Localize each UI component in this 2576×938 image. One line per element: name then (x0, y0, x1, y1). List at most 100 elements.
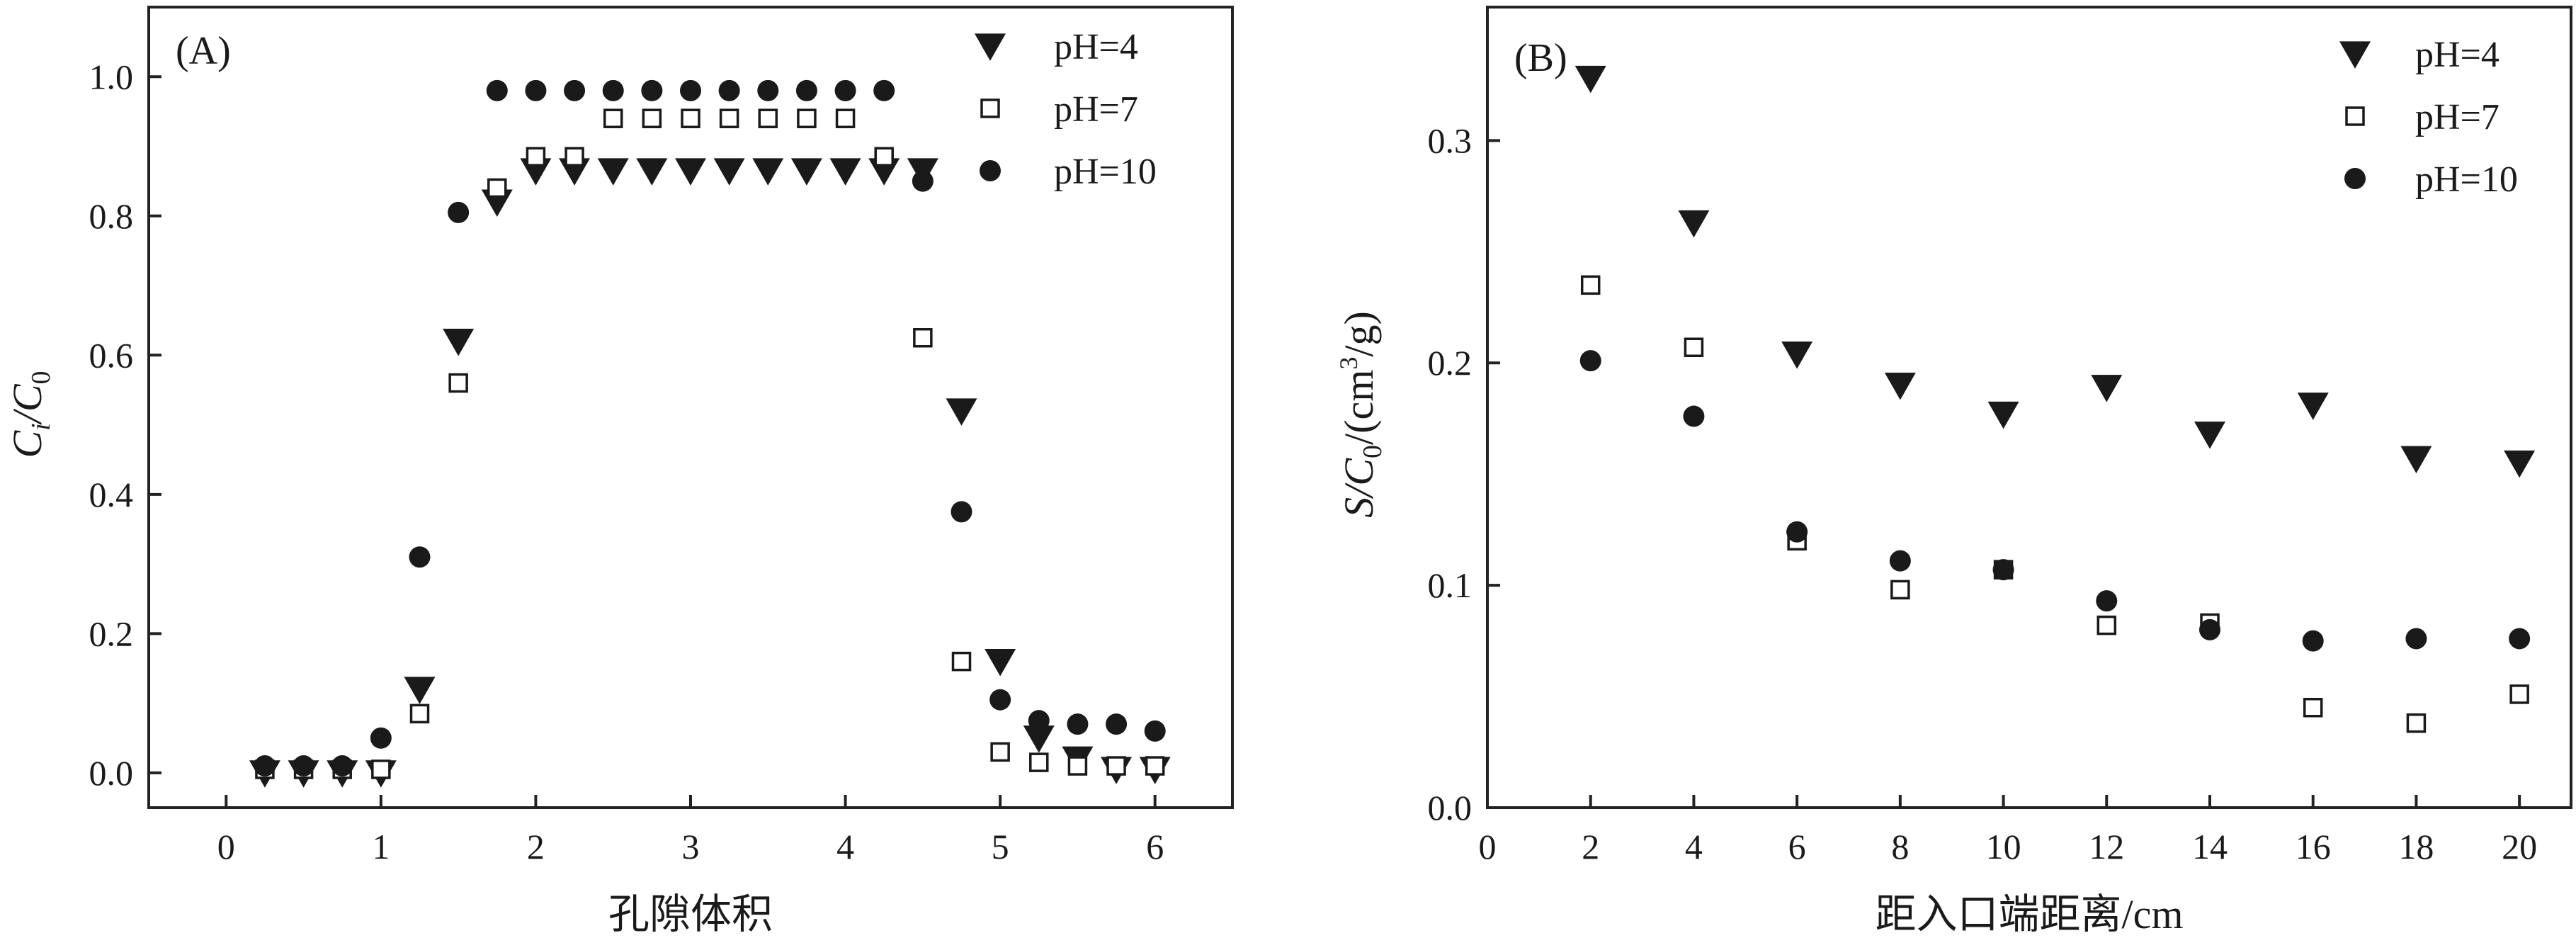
panel-b-point-circle (1683, 405, 1705, 427)
panel-a-x-tick-label: 5 (992, 827, 1009, 866)
panel-b-point-triangle-down (2504, 450, 2536, 478)
panel-a-point-circle (448, 201, 470, 223)
panel-b-y-title-sub: 0 (1358, 445, 1388, 458)
panel-b-point-triangle-down (2400, 446, 2432, 474)
panel-a-x-tick-label: 0 (217, 827, 235, 866)
panel-a-point-triangle-down (443, 329, 475, 356)
panel-a-point-triangle-down (829, 158, 861, 186)
panel-b-ticks: 0 2 4 6 8 10 12 14 16 18 20 0.0 0.1 0.2 0.3 (1428, 120, 2538, 866)
panel-a-point-circle (293, 755, 314, 777)
panel-b-frame (1486, 6, 2572, 809)
panel-a-point-square-open (603, 108, 623, 128)
panel-b-point-circle (2509, 628, 2531, 650)
panel-a-point-triangle-down (636, 158, 668, 186)
panel-a-point-circle (254, 755, 276, 777)
panel-b-y-title-part1: S/C (1336, 458, 1382, 518)
panel-b-point-triangle-down (1574, 65, 1606, 94)
panel-a-legend-label: pH=4 (1054, 27, 1138, 67)
panel-b-y-tick-label: 0.1 (1428, 565, 1473, 605)
panel-b-legend: pH=4 pH=7 pH=10 (2339, 35, 2518, 200)
panel-a-legend-marker-circle (980, 160, 1001, 181)
panel-a-point-square-open (1106, 756, 1126, 776)
panel-a-point-triangle-down (404, 677, 436, 704)
panel-b-point-triangle-down (1678, 210, 1710, 238)
panel-a-point-square-open (874, 147, 894, 167)
panel-a-point-square-open (642, 108, 662, 128)
panel-b-point-circle (2405, 628, 2427, 650)
panel-b-legend-marker-triangle-down (2339, 41, 2371, 69)
panel-a-point-circle (757, 79, 779, 101)
panel-a-point-triangle-down (985, 649, 1016, 677)
panel-b-point-triangle-down (1884, 373, 1916, 400)
panel-b-point-square-open (2406, 713, 2427, 733)
panel-a-point-square-open (564, 147, 584, 167)
panel-a-point-square-open (1067, 756, 1088, 776)
panel-a-point-square-open (913, 327, 933, 348)
panel-a-point-square-open (951, 651, 972, 672)
panel-a-y-tick-label: 0.8 (89, 196, 134, 236)
panel-a-y-title-main: C (4, 430, 50, 458)
panel-b-x-axis-title: 距入口端距离/cm (1876, 891, 2184, 937)
panel-b-y-title-part3: /g) (1336, 311, 1382, 356)
panel-a: 0 1 2 3 4 5 60.00.20.40.60.81.0 (A) pH=4pH=7pH… (4, 6, 1234, 937)
panel-b-point-square-open (2509, 684, 2529, 704)
panel-a-point-circle (718, 79, 740, 101)
panel-b-legend-label: pH=7 (2415, 97, 2500, 137)
panel-b-point-square-open (1580, 275, 1601, 295)
panel-b-point-circle (1786, 521, 1808, 543)
panel-b-point-square-open (2303, 698, 2323, 718)
panel-a-point-triangle-down (946, 398, 977, 426)
panel-b-x-tick-label: 4 (1685, 827, 1703, 866)
panel-b-point-square-open (1890, 580, 1910, 600)
panel-a-x-tick-label: 4 (836, 827, 854, 866)
panel-a-y-tick-label: 0.4 (89, 475, 134, 514)
panel-b-x-tick-label: 2 (1582, 827, 1599, 866)
panel-a-point-square-open (758, 108, 778, 128)
panel-a-y-tick-label: 0.0 (89, 753, 134, 793)
panel-a-y-tick-label: 0.2 (89, 614, 134, 653)
panel-a-point-circle (602, 79, 624, 101)
panel-a-point-circle (873, 79, 895, 101)
panel-b-point-circle (2302, 630, 2324, 652)
panel-a-point-circle (1028, 710, 1050, 732)
panel-a-point-square-open (448, 373, 468, 393)
panel-a-point-triangle-down (790, 158, 822, 186)
panel-b-points (1574, 65, 2536, 733)
panel-b-y-title-sup: 3 (1334, 357, 1363, 370)
panel-a-x-tick-label: 3 (682, 827, 700, 866)
panel-a-legend-label: pH=7 (1054, 89, 1138, 130)
panel-a-points (249, 79, 1171, 788)
panel-a-point-square-open (719, 108, 739, 128)
panel-b-point-circle (2096, 590, 2118, 612)
panel-a-point-triangle-down (675, 158, 706, 186)
panel-a-point-square-open (835, 108, 856, 128)
panel-a-x-tick-label: 2 (527, 827, 545, 866)
panel-a-y-tick-label: 1.0 (89, 57, 134, 96)
panel-b-y-tick-label: 0.0 (1428, 788, 1473, 827)
panel-b-x-tick-label: 12 (2089, 827, 2124, 866)
panel-b-legend-marker-circle (2344, 168, 2366, 189)
panel-a-point-square-open (797, 108, 817, 128)
panel-a-y-title-sub1: i (26, 423, 56, 431)
panel-a-legend-marker-triangle-down (975, 33, 1006, 61)
panel-b-point-triangle-down (2194, 422, 2225, 449)
panel-a-point-triangle-down (713, 158, 745, 186)
panel-a-point-square-open (1029, 752, 1049, 772)
panel-a-point-circle (795, 79, 817, 101)
panel-a-legend: pH=4 pH=7 pH=10 (975, 27, 1157, 192)
panel-a-point-circle (331, 755, 353, 777)
panel-a-x-axis-title: 孔隙体积 (608, 891, 773, 937)
panel-b-x-tick-label: 6 (1788, 827, 1806, 866)
panel-b-point-triangle-down (1781, 341, 1813, 369)
panel-a-x-tick-label: 6 (1146, 827, 1164, 866)
panel-b-y-axis-title: S/C0/(cm3/g) (1334, 311, 1388, 518)
panel-b-legend-marker-square-open (2345, 106, 2365, 126)
panel-b-point-square-open (1684, 337, 1704, 357)
panel-b-y-tick-label: 0.3 (1428, 120, 1473, 160)
panel-b-y-title-part2: /(cm (1336, 370, 1382, 445)
panel-b-x-tick-label: 16 (2296, 827, 2331, 866)
panel-a-point-circle (1067, 713, 1089, 735)
panel-b-x-tick-label: 10 (1986, 827, 2021, 866)
panel-a-point-triangle-down (752, 158, 784, 186)
panel-a-ticks: 0 1 2 3 4 5 6 0.0 0.2 0.4 0.6 0.8 1.0 (89, 57, 1164, 866)
